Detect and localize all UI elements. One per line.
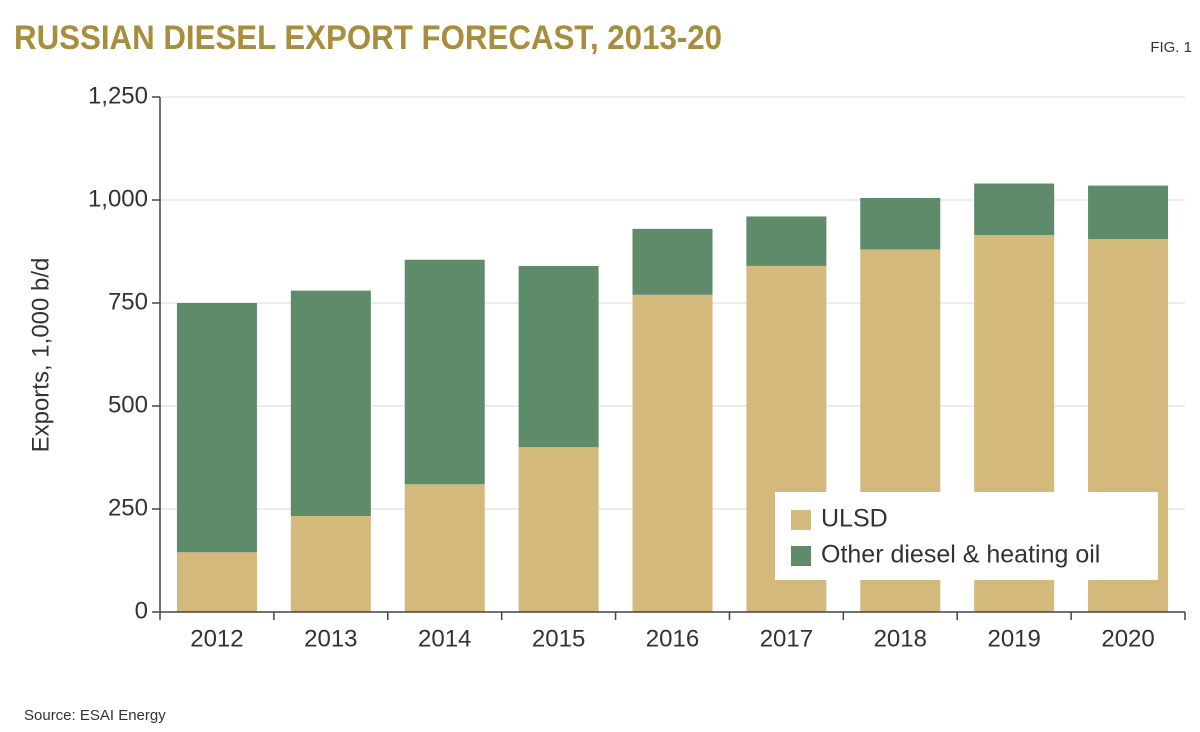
bar-segment xyxy=(404,259,485,485)
bar-segment xyxy=(632,294,713,612)
figure-label: FIG. 1 xyxy=(1150,39,1192,56)
x-tick-label: 2017 xyxy=(760,625,813,652)
bar-segment xyxy=(974,183,1055,236)
y-tick-label: 0 xyxy=(135,597,148,624)
legend-label: ULSD xyxy=(821,505,888,533)
y-tick-label: 1,250 xyxy=(88,82,148,109)
chart-title: RUSSIAN DIESEL EXPORT FORECAST, 2013-20 xyxy=(14,19,722,57)
bar-segment xyxy=(518,447,599,612)
bar-segment xyxy=(860,197,941,250)
bar-segment xyxy=(632,228,713,295)
x-tick-label: 2015 xyxy=(532,625,585,652)
legend-box xyxy=(775,492,1158,580)
bar-segment xyxy=(1088,185,1169,240)
y-tick-label: 500 xyxy=(108,391,148,418)
legend-label: Other diesel & heating oil xyxy=(821,541,1100,569)
x-tick-label: 2016 xyxy=(646,625,699,652)
y-axis-label: Exports, 1,000 b/d xyxy=(27,258,54,453)
x-tick-label: 2020 xyxy=(1101,625,1154,652)
bar-segment xyxy=(404,484,485,612)
bar-segment xyxy=(746,216,827,266)
legend-swatch xyxy=(791,510,811,530)
x-tick-label: 2013 xyxy=(304,625,357,652)
bar-segment xyxy=(518,265,599,448)
bar-segment xyxy=(290,290,371,517)
x-tick-label: 2018 xyxy=(874,625,927,652)
x-tick-label: 2019 xyxy=(987,625,1040,652)
y-tick-label: 1,000 xyxy=(88,185,148,212)
x-tick-label: 2012 xyxy=(190,625,243,652)
bar-segment xyxy=(176,303,257,553)
bar-segment xyxy=(176,552,257,612)
y-tick-label: 250 xyxy=(108,494,148,521)
y-tick-label: 750 xyxy=(108,288,148,315)
x-tick-label: 2014 xyxy=(418,625,471,652)
source-note: Source: ESAI Energy xyxy=(24,707,166,724)
legend-swatch xyxy=(791,546,811,566)
bar-segment xyxy=(290,516,371,612)
